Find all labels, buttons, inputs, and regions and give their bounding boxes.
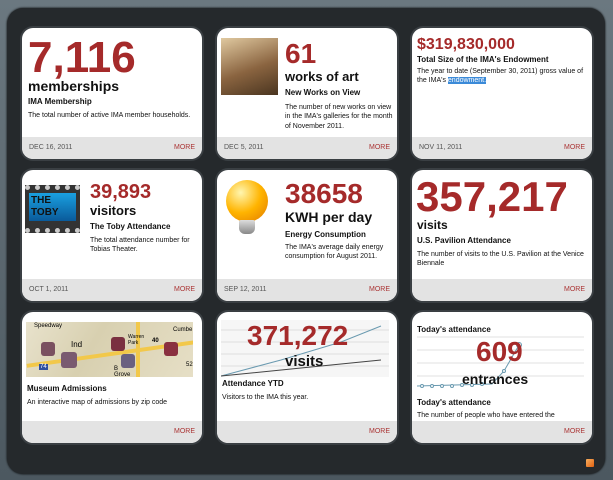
card-title: IMA Membership [28,97,92,106]
card-date: NOV 11, 2011 [419,144,463,151]
card-desc: An interactive map of admissions by zip … [27,399,168,406]
card-energy: 38658 KWH per day Energy Consumption The… [217,170,397,301]
card-footer: MORE [22,421,202,443]
stat-unit: works of art [285,69,359,84]
card-admissions-map[interactable]: Speedway Ind Warren Park 40 Cumbe 74 B G… [22,312,202,443]
card-date: DEC 16, 2011 [29,144,73,151]
more-link[interactable]: MORE [369,286,390,293]
map-marker-icon[interactable] [41,342,55,356]
card-title: Total Size of the IMA's Endowment [417,55,549,64]
trend-line [417,344,520,387]
toby-logo: THE TOBY [25,185,80,233]
stat-number: 38658 [285,178,363,209]
card-footer: MORE [412,279,592,301]
more-link[interactable]: MORE [564,428,585,435]
card-endowment: $319,830,000 Total Size of the IMA's End… [412,28,592,159]
card-pavilion: 357,217 visits U.S. Pavilion Attendance … [412,170,592,301]
stat-number: 609 [476,336,523,367]
card-desc: The number of new works on view in the I… [285,104,393,130]
card-desc: Visitors to the IMA this year. [222,394,309,401]
map-marker-icon[interactable] [61,352,77,368]
map-marker-icon[interactable] [121,354,135,368]
card-footer: SEP 12, 2011 MORE [217,279,397,301]
stat-unit: visits [417,218,448,232]
more-link[interactable]: MORE [174,428,195,435]
more-link[interactable]: MORE [564,144,585,151]
card-title: Museum Admissions [27,384,107,393]
card-title: The Toby Attendance [90,222,171,231]
card-footer: NOV 11, 2011 MORE [412,137,592,159]
stat-number: 39,893 [90,181,152,203]
card-memberships: 7,116 memberships IMA Membership The tot… [22,28,202,159]
more-link[interactable]: MORE [369,144,390,151]
stat-number: 357,217 [416,173,568,220]
more-link[interactable]: MORE [174,144,195,151]
card-today-attendance: Today's attendance 609 entrances Today's… [412,312,592,443]
card-title: Energy Consumption [285,230,366,239]
stat-number: 371,272 [247,320,349,351]
stat-unit: memberships [28,78,120,94]
card-desc: The IMA's average daily energy consumpti… [285,244,384,261]
stat-number: $319,830,000 [417,36,515,53]
card-desc: The total attendance number for Tobias T… [90,237,190,254]
map-marker-icon[interactable] [111,337,125,351]
card-date: DEC 5, 2011 [224,144,264,151]
lightbulb-icon [226,180,268,222]
today-attendance-chart [417,336,584,388]
card-desc: The year to date (September 30, 2011) gr… [417,68,584,85]
map-marker-icon[interactable] [164,342,178,356]
card-new-works: 61 works of art New Works on View The nu… [217,28,397,159]
card-title: New Works on View [285,88,361,97]
card-toby: THE TOBY 39,893 visitors The Toby Attend… [22,170,202,301]
artwork-thumbnail [221,38,278,95]
stat-unit: visitors [90,203,137,218]
card-desc: The number of visits to the U.S. Pavilio… [417,251,584,268]
card-desc: The number of people who have entered th… [417,412,555,419]
attendance-trend-chart [221,320,389,377]
stat-unit: visits [285,353,324,370]
card-title: Today's attendance [417,398,491,407]
endowment-link[interactable]: endowment. [447,77,487,85]
card-footer: OCT 1, 2011 MORE [22,279,202,301]
admissions-map[interactable]: Speedway Ind Warren Park 40 Cumbe 74 B G… [26,322,193,377]
card-footer: DEC 16, 2011 MORE [22,137,202,159]
card-title: Attendance YTD [222,379,284,388]
more-link[interactable]: MORE [564,286,585,293]
stat-unit: entrances [462,371,529,387]
trend-line [221,325,382,377]
card-footer: DEC 5, 2011 MORE [217,137,397,159]
stat-number: 61 [285,38,317,69]
card-attendance-ytd: 371,272 visits Attendance YTD Visitors t… [217,312,397,443]
card-date: OCT 1, 2011 [29,286,69,293]
card-footer: MORE [412,421,592,443]
more-link[interactable]: MORE [174,286,195,293]
card-header: Today's attendance [417,325,491,334]
trend-line [221,359,382,377]
more-link[interactable]: MORE [369,428,390,435]
card-footer: MORE [217,421,397,443]
card-date: SEP 12, 2011 [224,286,267,293]
rss-icon[interactable] [586,459,594,467]
card-desc: The total number of active IMA member ho… [28,112,191,119]
stat-number: 7,116 [28,33,136,82]
stat-unit: KWH per day [285,209,373,225]
card-title: U.S. Pavilion Attendance [417,236,511,245]
